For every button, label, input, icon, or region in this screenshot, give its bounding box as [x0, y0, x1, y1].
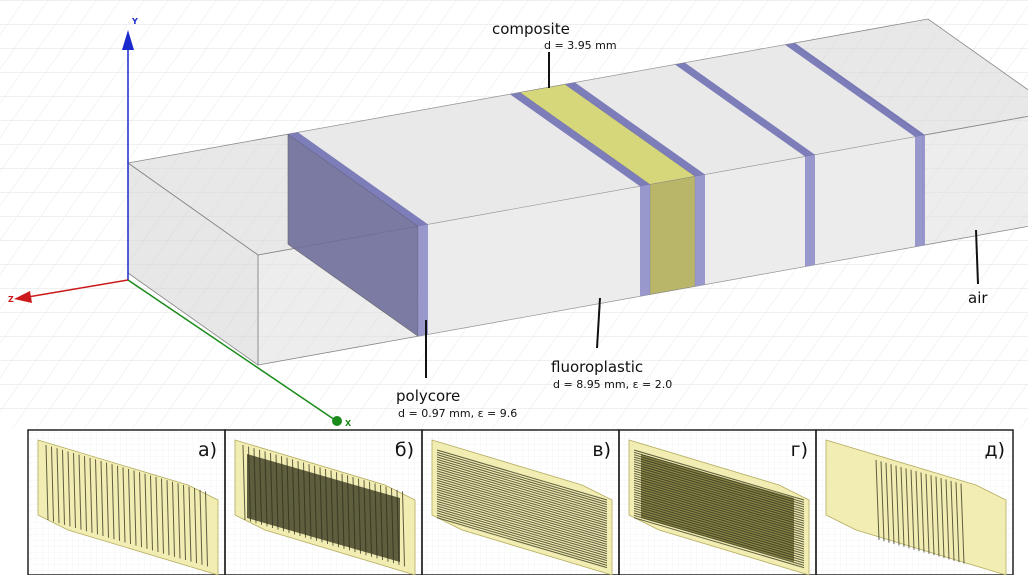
- axis-label: Z: [8, 295, 14, 304]
- panel-label: б): [395, 439, 414, 461]
- polycore-slab-front: [805, 155, 815, 267]
- polycore-slab-front: [915, 135, 925, 247]
- callout-label: polycore: [396, 387, 460, 405]
- axis-arrow: [332, 416, 342, 426]
- polycore-slab-front: [695, 175, 705, 287]
- panel-label: д): [984, 439, 1005, 461]
- panel-label: г): [791, 439, 808, 461]
- panel-label: а): [198, 439, 217, 461]
- panel-label: в): [592, 439, 611, 461]
- callout-label: fluoroplastic: [551, 358, 643, 376]
- callout-label: composite: [492, 20, 570, 38]
- callout-detail: d = 3.95 mm: [544, 39, 617, 52]
- axis-label: Y: [131, 17, 138, 26]
- composite-front: [650, 176, 695, 294]
- polycore-slab-front: [418, 224, 428, 336]
- callout-label: air: [968, 289, 988, 307]
- callout-detail: d = 8.95 mm, ε = 2.0: [553, 378, 672, 391]
- polycore-slab-front: [640, 184, 650, 296]
- axis-label: X: [345, 419, 352, 428]
- callout-detail: d = 0.97 mm, ε = 9.6: [398, 407, 517, 420]
- cad-view: Y Z X composite d = 3.95 mm fluoroplasti…: [0, 0, 1028, 575]
- panels: а) б) в) г) д): [28, 430, 1013, 575]
